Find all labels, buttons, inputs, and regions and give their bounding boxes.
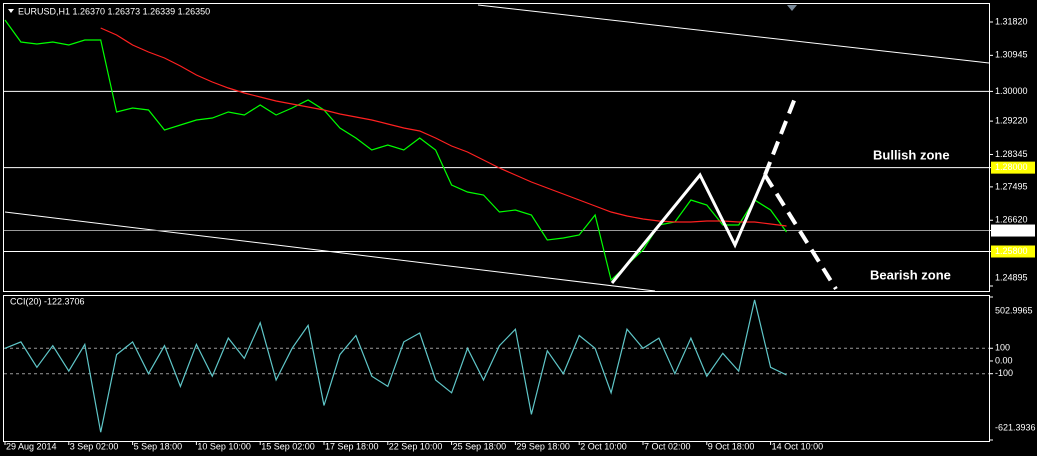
- y-tick-label: 1.25800: [995, 246, 1028, 256]
- y-tick-label: 1.27495: [995, 181, 1028, 191]
- bearish-zone-label: Bearish zone: [870, 267, 951, 282]
- y-tick-label: -100: [995, 368, 1013, 378]
- y-tick-highlight: [991, 245, 1035, 258]
- price-line: [100, 27, 787, 227]
- y-tick-label: 0.00: [995, 355, 1013, 365]
- x-tick-label: 25 Sep 18:00: [453, 441, 507, 451]
- x-tick-label: 14 Oct 10:00: [772, 441, 824, 451]
- y-tick-highlight: [991, 161, 1035, 174]
- menu-triangle: [8, 9, 14, 13]
- pattern-line: [610, 172, 767, 284]
- y-tick-label: 1.29220: [995, 115, 1028, 125]
- y-tick-label: 1.30945: [995, 50, 1028, 60]
- x-tick-label: 3 Sep 02:00: [70, 441, 119, 451]
- y-tick-label: 1.28345: [995, 149, 1028, 159]
- cci-title: CCI(20) -122.3706: [10, 296, 85, 306]
- y-tick-label: 502.9965: [995, 305, 1033, 315]
- y-tick-label: 1.24895: [995, 272, 1028, 282]
- y-tick-label: 1.26350: [995, 225, 1028, 235]
- y-tick-label: 1.30000: [995, 86, 1028, 96]
- cci-panel-frame: [3, 295, 990, 442]
- x-tick-label: 17 Sep 18:00: [325, 441, 379, 451]
- bullish-projection: [763, 92, 799, 176]
- x-tick-label: 22 Sep 10:00: [389, 441, 443, 451]
- y-tick-label: 1.26620: [995, 215, 1028, 225]
- y-tick-label: -621.3936: [995, 422, 1036, 432]
- x-tick-label: 15 Sep 02:00: [261, 441, 315, 451]
- y-tick-label: 1.31820: [995, 16, 1028, 26]
- x-tick-label: 29 Sep 18:00: [516, 441, 570, 451]
- x-tick-label: 5 Sep 18:00: [134, 441, 183, 451]
- x-tick-label: 9 Oct 18:00: [708, 441, 755, 451]
- x-tick-label: 29 Aug 2014: [6, 441, 57, 451]
- price-title: EURUSD,H1 1.26370 1.26373 1.26339 1.2635…: [18, 6, 210, 16]
- price-panel-frame: [3, 3, 990, 292]
- x-tick-label: 7 Oct 02:00: [644, 441, 691, 451]
- x-tick-label: 2 Oct 10:00: [580, 441, 627, 451]
- plot-area: 1.31820 1.30945 1.30000 1.29220 1.28345 1.280…: [4, 16, 1036, 451]
- bearish-projection: [763, 173, 838, 291]
- channel-line: [477, 4, 990, 64]
- x-tick-label: 10 Sep 10:00: [197, 441, 251, 451]
- y-tick-label: 1.28000: [995, 162, 1028, 172]
- shift-marker: [787, 5, 797, 11]
- cci-line: [4, 299, 787, 433]
- y-tick-highlight: [991, 224, 1035, 237]
- bullish-zone-label: Bullish zone: [873, 147, 950, 162]
- y-tick-label: 100: [995, 343, 1010, 353]
